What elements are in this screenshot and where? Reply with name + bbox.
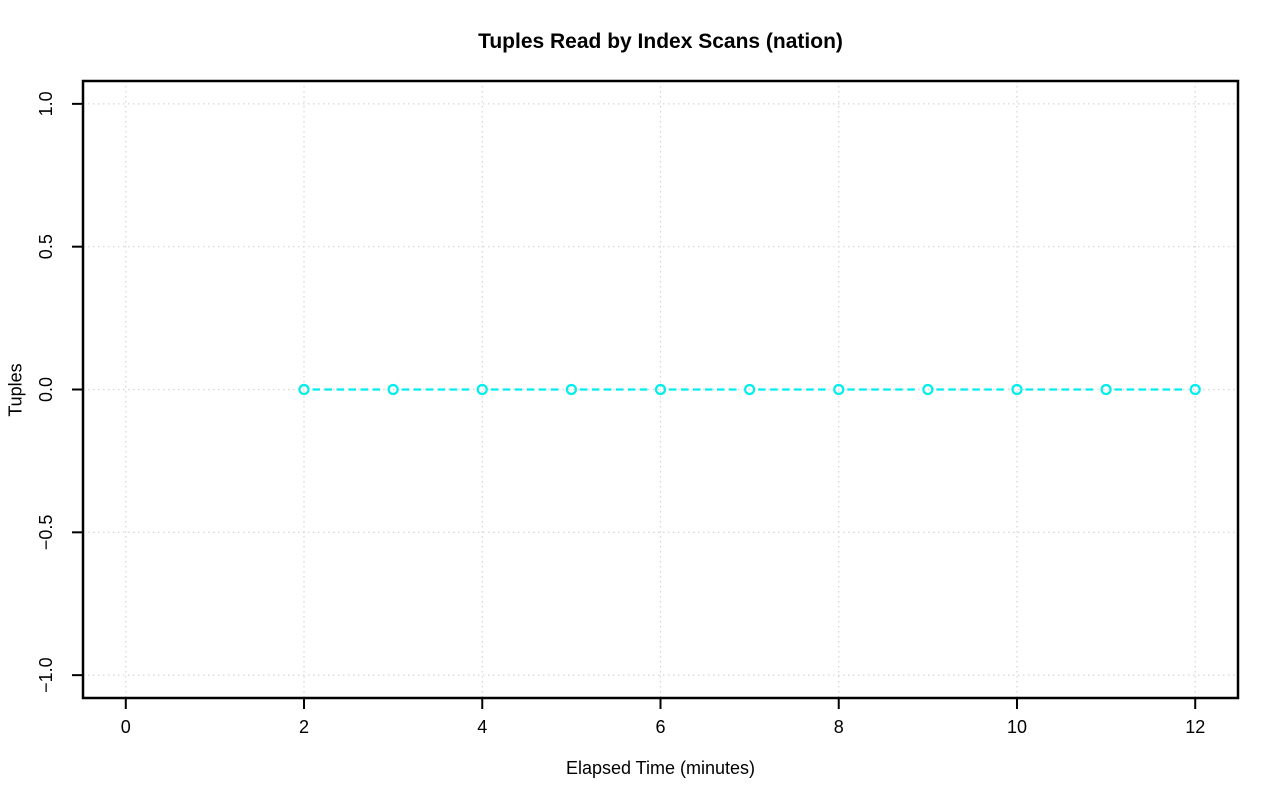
x-tick-label: 8 [834,717,844,737]
x-tick-label: 10 [1007,717,1027,737]
y-tick-label: −0.5 [36,515,56,551]
x-tick-label: 6 [655,717,665,737]
x-tick-label: 2 [299,717,309,737]
data-point-marker [298,383,310,396]
data-point-marker [565,383,577,396]
data-point-marker [387,383,399,396]
data-point-marker [476,383,488,396]
data-point-marker [833,383,845,396]
x-tick-label: 0 [121,717,131,737]
y-tick-label: −1.0 [36,657,56,693]
data-point-marker [654,383,667,396]
x-tick-label: 12 [1185,717,1205,737]
chart-title: Tuples Read by Index Scans (nation) [478,30,843,53]
x-axis-title: Elapsed Time (minutes) [565,758,756,778]
data-point-marker [1011,383,1023,396]
x-tick-label: 4 [477,717,487,737]
y-tick-label: 0.0 [36,377,56,402]
data-point-marker [922,383,934,396]
data-point-marker [744,383,756,396]
data-point-marker [1189,383,1201,396]
y-tick-label: 1.0 [36,91,56,116]
data-point-marker [1100,383,1112,396]
y-tick-label: 0.5 [36,234,56,259]
